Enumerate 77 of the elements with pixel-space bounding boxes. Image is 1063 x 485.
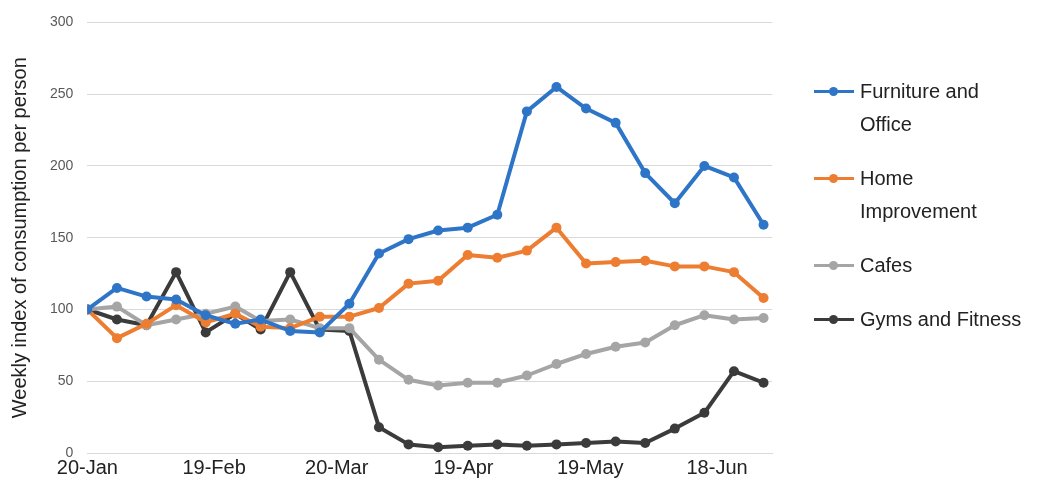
point <box>433 225 444 236</box>
point <box>492 252 503 263</box>
point <box>581 258 592 269</box>
point <box>758 377 769 388</box>
point <box>373 354 384 365</box>
point <box>462 440 473 451</box>
point <box>521 440 532 451</box>
y-tick-label: 0 <box>65 443 74 460</box>
point <box>462 377 473 388</box>
point <box>492 209 503 220</box>
point <box>728 267 739 278</box>
point <box>551 359 562 370</box>
point <box>758 292 769 303</box>
point <box>758 313 769 324</box>
legend-label: Home Improvement <box>860 166 978 224</box>
point <box>610 257 621 268</box>
point <box>433 275 444 286</box>
point <box>728 172 739 183</box>
point <box>551 81 562 92</box>
y-tick-label: 100 <box>50 300 74 317</box>
legend-label: Cafes <box>860 253 913 278</box>
point <box>285 267 296 278</box>
point <box>344 298 355 309</box>
point <box>728 314 739 325</box>
point <box>373 303 384 314</box>
point <box>669 423 680 434</box>
point <box>640 168 651 179</box>
y-tick-label: 200 <box>50 156 74 173</box>
point <box>373 248 384 259</box>
point <box>462 222 473 233</box>
y-tick-label: 50 <box>57 372 74 389</box>
point <box>344 311 355 322</box>
point <box>610 436 621 447</box>
point <box>403 374 414 385</box>
legend-label: Furniture and Office <box>860 79 980 137</box>
point <box>669 261 680 272</box>
legend-label: Gyms and Fitness <box>860 307 1022 332</box>
point <box>521 370 532 381</box>
point <box>373 422 384 433</box>
point <box>640 437 651 448</box>
point <box>699 261 710 272</box>
point <box>492 439 503 450</box>
point <box>403 439 414 450</box>
x-tick-label: 20-Mar <box>305 455 369 478</box>
y-tick-label: 250 <box>50 85 74 102</box>
point <box>758 219 769 230</box>
point <box>640 255 651 266</box>
point <box>581 348 592 359</box>
point <box>462 249 473 260</box>
y-tick-label: 150 <box>50 228 74 245</box>
x-tick-label: 19-Apr <box>433 455 494 478</box>
point <box>314 311 325 322</box>
point <box>551 439 562 450</box>
y-tick-label: 300 <box>50 13 74 30</box>
point <box>699 310 710 321</box>
point <box>521 106 532 117</box>
point <box>433 380 444 391</box>
point <box>521 245 532 256</box>
point <box>492 377 503 388</box>
point <box>581 103 592 114</box>
x-tick-label: 18-Jun <box>686 455 748 478</box>
point <box>669 198 680 209</box>
point <box>610 117 621 128</box>
point <box>640 337 651 348</box>
point <box>433 442 444 453</box>
x-tick-label: 19-May <box>556 455 624 478</box>
point <box>669 320 680 331</box>
y-axis-title: Weekly index of consumption per person <box>7 57 30 419</box>
point <box>403 234 414 245</box>
point <box>403 278 414 289</box>
point <box>551 222 562 233</box>
point <box>610 341 621 352</box>
x-tick-label: 19-Feb <box>182 455 246 478</box>
point <box>699 160 710 171</box>
point <box>581 437 592 448</box>
point <box>728 366 739 377</box>
point <box>699 407 710 418</box>
